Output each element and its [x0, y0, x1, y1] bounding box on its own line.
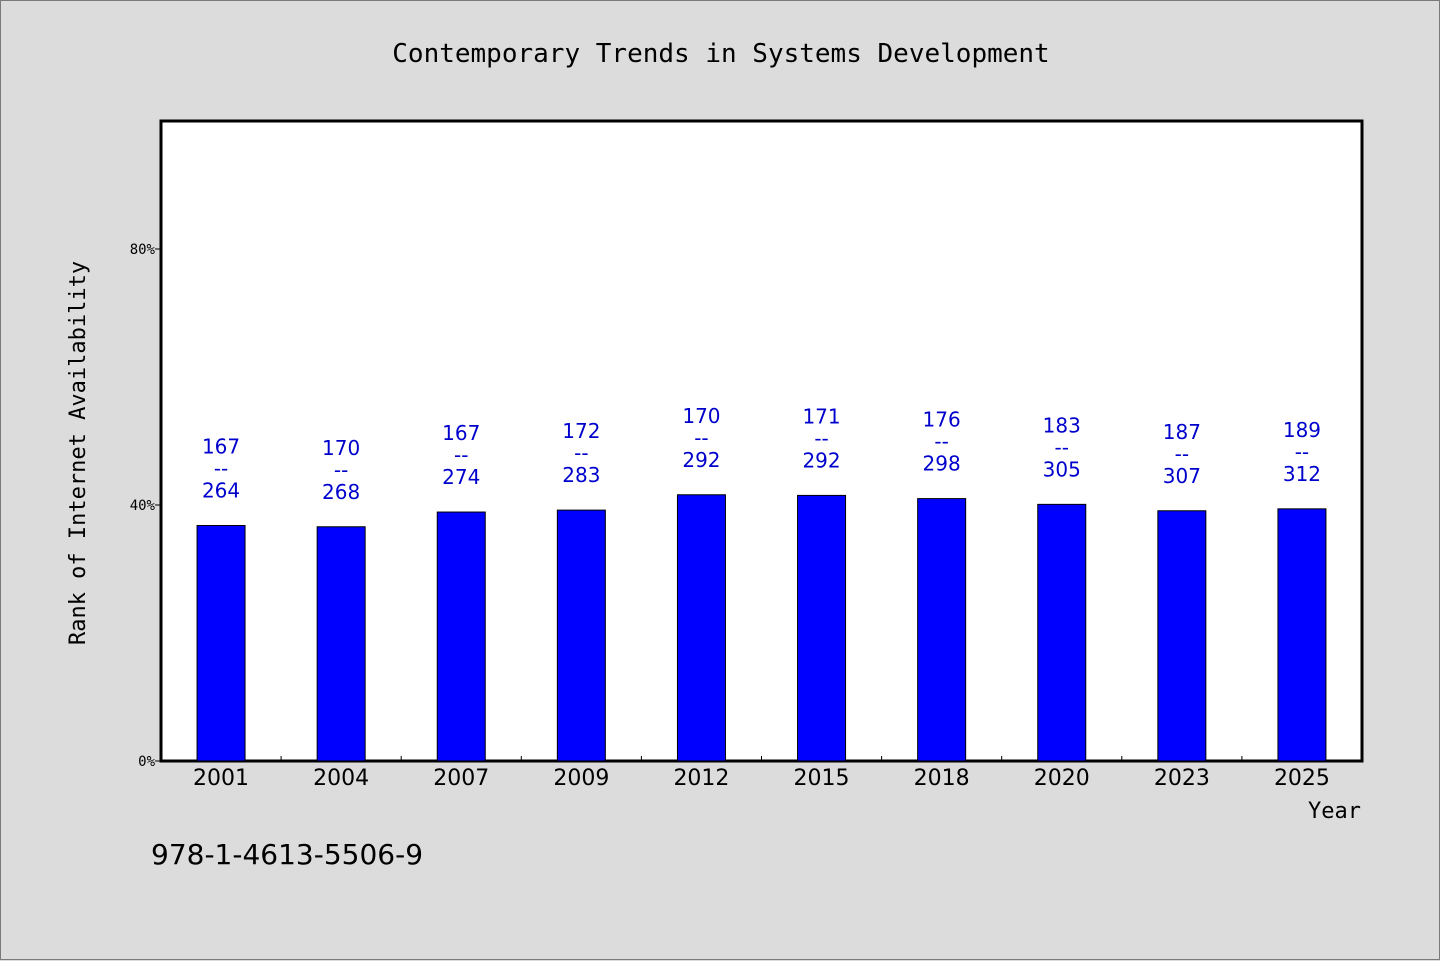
data-label-2020-top: 183	[1043, 413, 1081, 437]
y-tick-label-0: 0%	[138, 754, 155, 770]
x-tick-label-2012: 2012	[673, 766, 729, 791]
x-tick-label-2018: 2018	[914, 766, 970, 791]
x-tick-label-2007: 2007	[433, 766, 489, 791]
bar-2012	[676, 494, 726, 762]
data-labels-layer: 167--264170--268167--274172--283170--292…	[202, 404, 1321, 504]
data-label-2020-mid: --	[1055, 435, 1069, 459]
data-label-2001-bottom: 264	[202, 478, 240, 502]
data-label-2001-mid: --	[214, 456, 228, 480]
bar-2009	[556, 509, 606, 762]
data-label-2004-mid: --	[334, 458, 348, 482]
x-tick-label-2023: 2023	[1154, 766, 1210, 791]
isbn-footnote: 978-1-4613-5506-9	[151, 838, 423, 871]
data-label-2007-mid: --	[454, 443, 468, 467]
data-label-2025-bottom: 312	[1283, 462, 1321, 486]
x-tick-label-2020: 2020	[1034, 766, 1090, 791]
data-label-2015-bottom: 292	[802, 448, 840, 472]
y-axis: 0% 40% 80%	[130, 242, 161, 770]
bar-2023	[1157, 510, 1207, 762]
data-label-2020-bottom: 305	[1043, 457, 1081, 481]
data-label-2012-bottom: 292	[682, 448, 720, 472]
data-label-2012-mid: --	[694, 426, 708, 450]
bar-2020	[1037, 503, 1087, 762]
data-label-2009-top: 172	[562, 419, 600, 443]
data-label-2007-top: 167	[442, 421, 480, 445]
data-label-2004-top: 170	[322, 436, 360, 460]
x-tick-label-2004: 2004	[313, 766, 369, 791]
bar-2001	[196, 524, 246, 762]
bar-2015	[797, 494, 847, 762]
data-label-2023-top: 187	[1163, 420, 1201, 444]
data-label-2009-mid: --	[574, 441, 588, 465]
bar-2025	[1277, 508, 1327, 762]
data-label-2025-mid: --	[1295, 440, 1309, 464]
bar-2004	[316, 526, 366, 762]
bar-2007	[436, 511, 486, 762]
data-label-2023-bottom: 307	[1163, 464, 1201, 488]
data-label-2001-top: 167	[202, 434, 240, 458]
data-label-2015-mid: --	[814, 426, 828, 450]
data-label-2007-bottom: 274	[442, 465, 480, 489]
x-tick-label-2001: 2001	[193, 766, 249, 791]
x-tick-label-2015: 2015	[794, 766, 850, 791]
bar-2018	[917, 498, 967, 762]
y-axis-label: Rank of Internet Availability	[66, 261, 91, 645]
y-tick-label-80: 80%	[130, 242, 156, 258]
y-tick-label-40: 40%	[130, 498, 156, 514]
data-label-2004-bottom: 268	[322, 480, 360, 504]
x-axis: 2001 2004 2007 2009 2012 2015 2018 2020 2023 2025	[193, 756, 1330, 791]
bars-layer	[196, 494, 1327, 762]
data-label-2009-bottom: 283	[562, 463, 600, 487]
data-label-2018-top: 176	[923, 408, 961, 432]
data-label-2015-top: 171	[802, 404, 840, 428]
x-tick-label-2025: 2025	[1274, 766, 1330, 791]
x-axis-label: Year	[1308, 799, 1361, 824]
chart-title: Contemporary Trends in Systems Developme…	[392, 39, 1049, 69]
x-tick-label-2009: 2009	[553, 766, 609, 791]
data-label-2018-mid: --	[934, 430, 948, 454]
data-label-2018-bottom: 298	[923, 452, 961, 476]
data-label-2012-top: 170	[682, 404, 720, 428]
data-label-2023-mid: --	[1175, 442, 1189, 466]
data-label-2025-top: 189	[1283, 418, 1321, 442]
